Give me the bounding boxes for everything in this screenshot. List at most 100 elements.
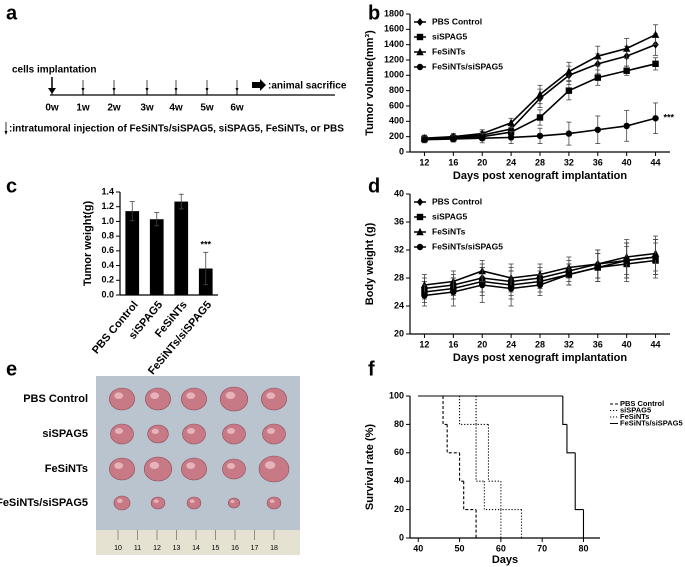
marker xyxy=(478,129,486,137)
ruler-label: 11 xyxy=(134,545,141,552)
survival-step xyxy=(500,481,522,511)
y-tick-label: 800 xyxy=(389,85,404,95)
x-tick-label: 16 xyxy=(448,339,458,349)
marker xyxy=(421,136,428,143)
marker xyxy=(479,281,486,289)
survival-step xyxy=(487,424,501,482)
marker xyxy=(594,74,601,81)
arrow-head xyxy=(4,131,8,135)
y-tick-label: 1200 xyxy=(384,54,404,64)
tumor-highlight xyxy=(115,428,123,434)
marker xyxy=(565,271,573,278)
tumor-highlight xyxy=(186,392,196,400)
marker xyxy=(565,87,573,94)
y-tick-label: 0.0 xyxy=(101,289,114,299)
y-tick-label: 1.2 xyxy=(101,201,114,211)
y-axis-label: Tumor weight(g) xyxy=(82,200,94,286)
panel-label: e xyxy=(6,358,17,380)
y-tick-label: 100 xyxy=(389,390,404,400)
tumor-highlight xyxy=(151,428,159,434)
marker xyxy=(652,115,659,122)
annotation: *** xyxy=(200,240,211,250)
tumor xyxy=(181,387,207,411)
y-tick-label: 200 xyxy=(389,131,404,141)
marker xyxy=(594,126,601,133)
legend-label: FeSiNTs/siSPAG5 xyxy=(432,61,503,71)
tumor xyxy=(222,423,246,445)
x-tick-label: 36 xyxy=(593,339,603,349)
marker xyxy=(416,198,424,206)
marker xyxy=(507,134,515,141)
marker xyxy=(651,30,660,38)
tumor xyxy=(150,496,166,510)
tumor xyxy=(147,424,169,444)
x-tick-label: 40 xyxy=(413,543,423,553)
ruler xyxy=(96,530,300,555)
x-tick-label: 44 xyxy=(651,339,661,349)
ruler-label: 13 xyxy=(173,545,181,552)
panel-label: c xyxy=(6,175,17,197)
tumor xyxy=(258,455,290,483)
y-tick-label: 20 xyxy=(394,328,404,338)
tumor xyxy=(219,386,249,412)
tumor-highlight xyxy=(267,428,275,434)
legend-label: FeSiNTs/siSPAG5 xyxy=(432,241,503,251)
marker xyxy=(450,135,457,143)
y-tick-label: 60 xyxy=(394,447,404,457)
x-tick-label: 44 xyxy=(651,157,661,167)
panel-label: f xyxy=(368,358,375,380)
marker xyxy=(416,243,424,251)
row-label: FeSiNTs xyxy=(45,463,88,475)
tumor xyxy=(261,387,287,411)
ruler-label: 16 xyxy=(231,545,239,552)
marker xyxy=(536,114,544,121)
survival-step xyxy=(442,396,448,425)
y-tick-label: 1.4 xyxy=(101,186,114,196)
legend-label: siSPAG5 xyxy=(432,211,468,221)
tumor-highlight xyxy=(149,461,160,469)
survival-step xyxy=(463,481,477,511)
x-tick-label: 12 xyxy=(419,157,429,167)
tumor-highlight xyxy=(227,463,235,469)
x-tick-label: 24 xyxy=(506,157,516,167)
x-tick-label: 40 xyxy=(622,157,632,167)
tumor-highlight xyxy=(227,428,235,434)
x-axis-label: Days post xenograft implantation xyxy=(453,170,627,182)
survival-step xyxy=(483,481,501,511)
y-tick-label: 1400 xyxy=(384,39,404,49)
y-tick-label: 0.6 xyxy=(101,245,114,255)
bar xyxy=(125,211,140,295)
marker xyxy=(623,67,630,74)
y-tick-label: 0 xyxy=(399,532,404,542)
marker xyxy=(507,285,515,292)
x-tick-label: 32 xyxy=(564,339,574,349)
y-tick-label: 80 xyxy=(394,419,404,429)
arrow-head xyxy=(174,88,178,92)
ruler-label: 10 xyxy=(114,545,122,552)
x-tick-label: 40 xyxy=(622,339,632,349)
x-axis-label: Days post xenograft implantation xyxy=(453,352,627,364)
survival-step xyxy=(566,424,576,454)
arrow-head xyxy=(81,88,85,92)
y-tick-label: 20 xyxy=(394,504,404,514)
marker xyxy=(623,257,630,264)
tumor xyxy=(182,423,206,445)
legend-label: FeSiNTs xyxy=(620,412,649,421)
tumor-highlight xyxy=(186,462,196,470)
week-label: 5w xyxy=(200,103,214,114)
tumor xyxy=(222,458,246,480)
y-tick-label: 0 xyxy=(399,146,404,156)
tumor-highlight xyxy=(264,461,276,469)
y-tick-label: 32 xyxy=(394,244,404,254)
legend-label: FeSiNTs xyxy=(432,226,466,236)
tumor xyxy=(110,423,134,445)
tumor xyxy=(109,387,135,411)
marker xyxy=(421,292,428,299)
injection-label: :intratumoral injection of FeSiNTs/siSPA… xyxy=(9,124,344,135)
survival-step xyxy=(574,452,584,511)
week-label: 0w xyxy=(45,103,59,114)
y-tick-label: 40 xyxy=(394,188,404,198)
arrow-head xyxy=(112,88,116,92)
survival-step xyxy=(562,396,567,425)
panel-label: b xyxy=(368,2,380,24)
